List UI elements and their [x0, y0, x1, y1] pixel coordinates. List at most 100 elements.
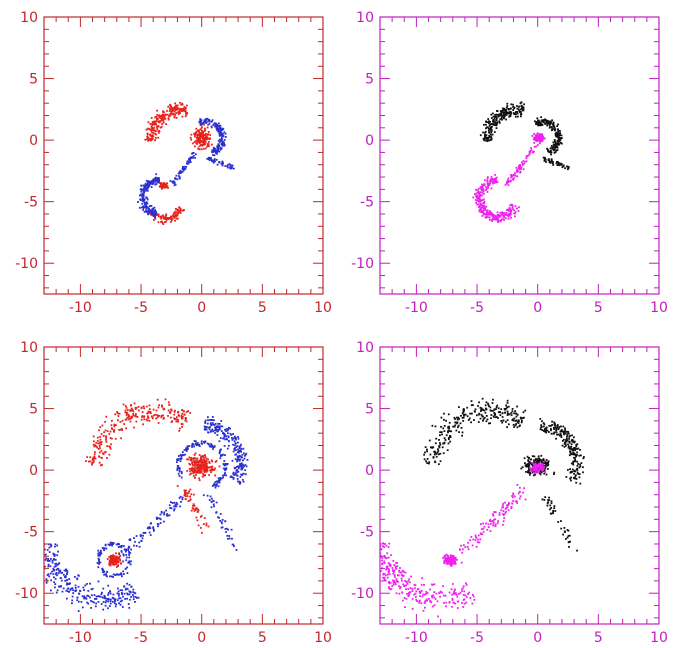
data-point: [190, 472, 193, 475]
data-point: [234, 453, 237, 456]
data-point: [55, 562, 58, 565]
data-point: [384, 557, 387, 560]
data-point: [60, 585, 62, 587]
data-point: [122, 554, 125, 557]
data-point: [141, 537, 144, 540]
data-point: [181, 451, 184, 453]
data-point: [219, 437, 222, 439]
data-point: [179, 169, 182, 172]
data-point: [134, 415, 137, 418]
data-point: [95, 441, 98, 444]
data-point: [183, 165, 186, 168]
data-point: [447, 442, 450, 445]
data-point: [449, 436, 452, 438]
data-point: [206, 157, 209, 160]
data-point: [239, 458, 242, 461]
data-point: [157, 525, 159, 528]
data-point: [231, 164, 234, 167]
data-point: [482, 202, 484, 205]
data-point: [542, 156, 545, 159]
data-point: [198, 454, 201, 456]
data-point: [552, 161, 554, 163]
data-point: [443, 437, 446, 440]
data-point: [388, 582, 391, 585]
data-point: [222, 128, 225, 130]
data-point: [61, 590, 64, 593]
data-point: [524, 409, 527, 412]
data-point: [185, 492, 188, 494]
data-point: [158, 404, 160, 407]
data-point: [438, 453, 440, 456]
data-point: [178, 475, 181, 477]
data-point: [460, 590, 463, 592]
data-point: [163, 114, 166, 117]
data-point: [114, 574, 117, 576]
data-point: [180, 103, 182, 106]
data-point: [484, 134, 486, 136]
data-point: [107, 597, 110, 600]
data-point: [496, 217, 498, 220]
data-point: [156, 109, 158, 112]
data-point: [101, 567, 103, 570]
data-point: [492, 513, 494, 515]
data-point: [156, 181, 159, 183]
data-point: [152, 132, 155, 134]
data-point: [482, 213, 485, 216]
data-point: [536, 144, 539, 146]
data-point: [160, 215, 162, 218]
data-point: [215, 158, 218, 161]
data-point: [566, 434, 569, 436]
data-point: [146, 138, 148, 140]
data-point: [210, 424, 213, 427]
data-point: [169, 217, 172, 220]
data-point: [156, 120, 159, 123]
data-point: [162, 414, 164, 417]
data-point: [482, 188, 485, 191]
data-point: [48, 551, 51, 553]
data-point: [393, 574, 396, 576]
data-point: [204, 462, 206, 465]
data-point: [99, 435, 101, 438]
data-point: [564, 441, 566, 444]
data-point: [536, 135, 539, 137]
data-point: [506, 102, 509, 105]
data-point: [111, 420, 113, 422]
data-point: [214, 124, 217, 126]
data-point: [147, 127, 150, 130]
data-point: [492, 119, 495, 121]
data-point: [182, 415, 184, 418]
data-point: [176, 211, 179, 214]
data-point: [54, 583, 57, 585]
data-point: [583, 456, 585, 458]
data-point: [553, 431, 556, 434]
data-point: [527, 463, 530, 465]
data-point: [110, 443, 112, 446]
data-point: [181, 409, 184, 412]
data-point: [520, 167, 522, 170]
data-point: [150, 205, 153, 207]
data-point: [487, 176, 489, 179]
data-point: [459, 422, 462, 425]
data-point: [511, 408, 514, 410]
data-point: [428, 439, 431, 442]
data-point: [495, 218, 498, 221]
data-point: [126, 582, 128, 585]
data-point: [463, 409, 465, 412]
data-point: [485, 214, 488, 216]
data-point: [86, 601, 89, 604]
data-point: [180, 470, 183, 473]
data-point: [425, 593, 427, 595]
data-point: [53, 581, 55, 584]
data-point: [231, 437, 233, 439]
data-point: [503, 219, 505, 221]
data-point: [478, 201, 481, 203]
data-point: [220, 127, 223, 130]
data-point: [109, 598, 112, 601]
data-point: [563, 445, 566, 448]
data-point: [163, 513, 166, 516]
data-point: [138, 541, 141, 544]
data-point: [205, 522, 208, 525]
data-point: [500, 112, 503, 115]
data-point: [149, 522, 152, 525]
data-point: [225, 474, 227, 477]
